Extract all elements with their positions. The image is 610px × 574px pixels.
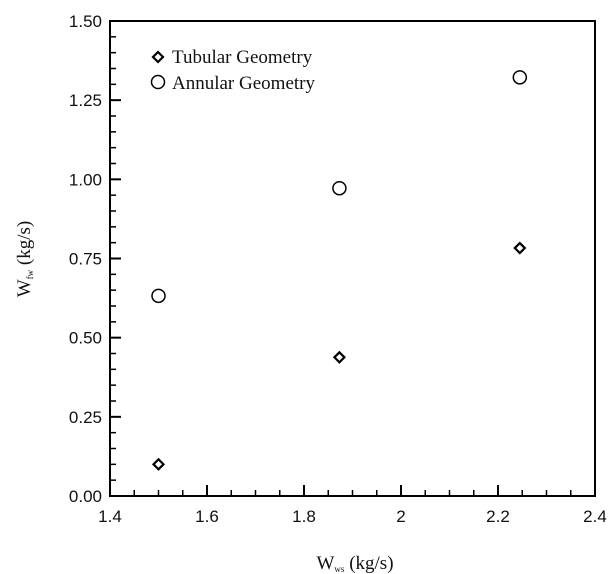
circle-point <box>151 288 166 304</box>
diamond-point <box>513 241 527 255</box>
x-axis-label-main: W <box>316 553 334 574</box>
diamond-point <box>332 350 346 364</box>
x-axis-label-unit: (kg/s) <box>344 553 393 574</box>
circle-point <box>512 70 528 85</box>
x-tick-label: 2 <box>396 507 405 526</box>
y-tick-label: 0.00 <box>69 487 102 506</box>
y-tick-label: 0.50 <box>69 329 102 348</box>
y-tick-label: 1.00 <box>69 170 102 189</box>
x-tick-label: 1.6 <box>195 507 219 526</box>
y-tick-label: 1.25 <box>69 91 102 110</box>
axis-ticks <box>109 20 596 497</box>
series-tubular <box>151 241 527 471</box>
x-axis-label: Wws (kg/s) <box>316 553 393 574</box>
y-tick-label: 1.50 <box>69 12 102 31</box>
legend: Tubular Geometry Annular Geometry <box>150 47 315 94</box>
data-points <box>151 70 528 471</box>
x-tick-label: 2.4 <box>583 507 607 526</box>
x-tick-label: 1.4 <box>98 507 122 526</box>
y-axis-label-main: W <box>14 279 35 297</box>
legend-diamond-marker <box>151 50 165 64</box>
y-tick-label: 0.75 <box>69 250 102 269</box>
circle-point <box>332 180 347 196</box>
y-axis-label-subscript: fw <box>25 269 35 279</box>
x-tick-label: 2.2 <box>486 507 510 526</box>
legend-label-tubular: Tubular Geometry <box>172 47 313 68</box>
x-axis-label-subscript: ws <box>334 564 344 574</box>
y-axis-label: Wfw (kg/s) <box>14 221 35 298</box>
x-tick-label: 1.8 <box>292 507 316 526</box>
y-tick-label: 0.25 <box>69 408 102 427</box>
series-annular <box>151 70 528 304</box>
legend-label-annular: Annular Geometry <box>172 73 315 94</box>
diamond-point <box>151 457 166 471</box>
legend-circle-marker <box>150 74 166 90</box>
y-axis-label-unit: (kg/s) <box>14 221 35 270</box>
axis-tick-labels: 1.4 1.6 1.8 2 2.2 2.4 0.00 0.25 0.50 0.75 1.00 1.25… <box>69 12 607 526</box>
